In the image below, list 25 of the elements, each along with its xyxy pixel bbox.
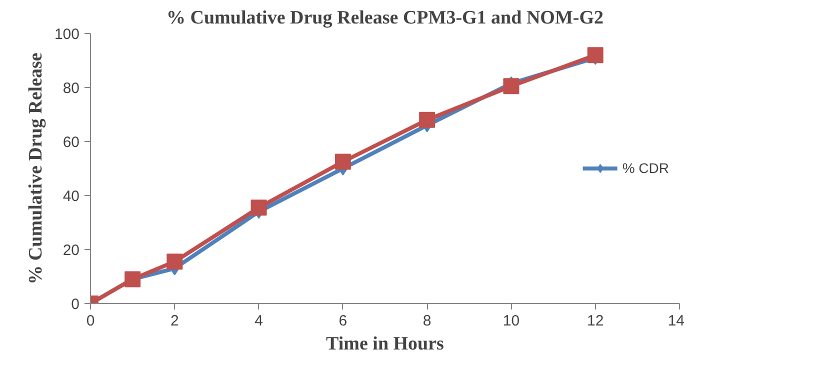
point bbox=[587, 47, 604, 64]
legend-label: % CDR bbox=[622, 160, 669, 176]
x-tick-label: 14 bbox=[668, 312, 685, 330]
point bbox=[503, 78, 520, 94]
x-tick-label: 12 bbox=[587, 312, 604, 330]
y-tick-label: 60 bbox=[62, 134, 80, 151]
y-tick-label: 100 bbox=[54, 26, 80, 43]
y-tick-label: 0 bbox=[71, 296, 80, 313]
point bbox=[166, 254, 183, 270]
y-tick-label: 20 bbox=[62, 242, 80, 259]
y-tick-label: 40 bbox=[62, 188, 80, 205]
x-tick-label: 6 bbox=[338, 312, 348, 330]
x-tick-label: 8 bbox=[422, 312, 432, 330]
x-axis-title: Time in Hours bbox=[326, 334, 444, 354]
x-tick-label: 10 bbox=[502, 312, 520, 330]
x-tick-label: 2 bbox=[170, 312, 179, 330]
point bbox=[334, 154, 351, 170]
point bbox=[250, 200, 267, 216]
y-tick-label: 80 bbox=[62, 80, 80, 97]
y-axis-title: % Cumulative Drug Release bbox=[25, 52, 46, 284]
point bbox=[419, 112, 436, 128]
x-tick-label: 0 bbox=[86, 312, 95, 330]
chart-title: % Cumulative Drug Release CPM3-G1 and NOM-G2 bbox=[166, 8, 604, 28]
x-tick-label: 4 bbox=[254, 312, 263, 330]
point bbox=[124, 271, 141, 288]
